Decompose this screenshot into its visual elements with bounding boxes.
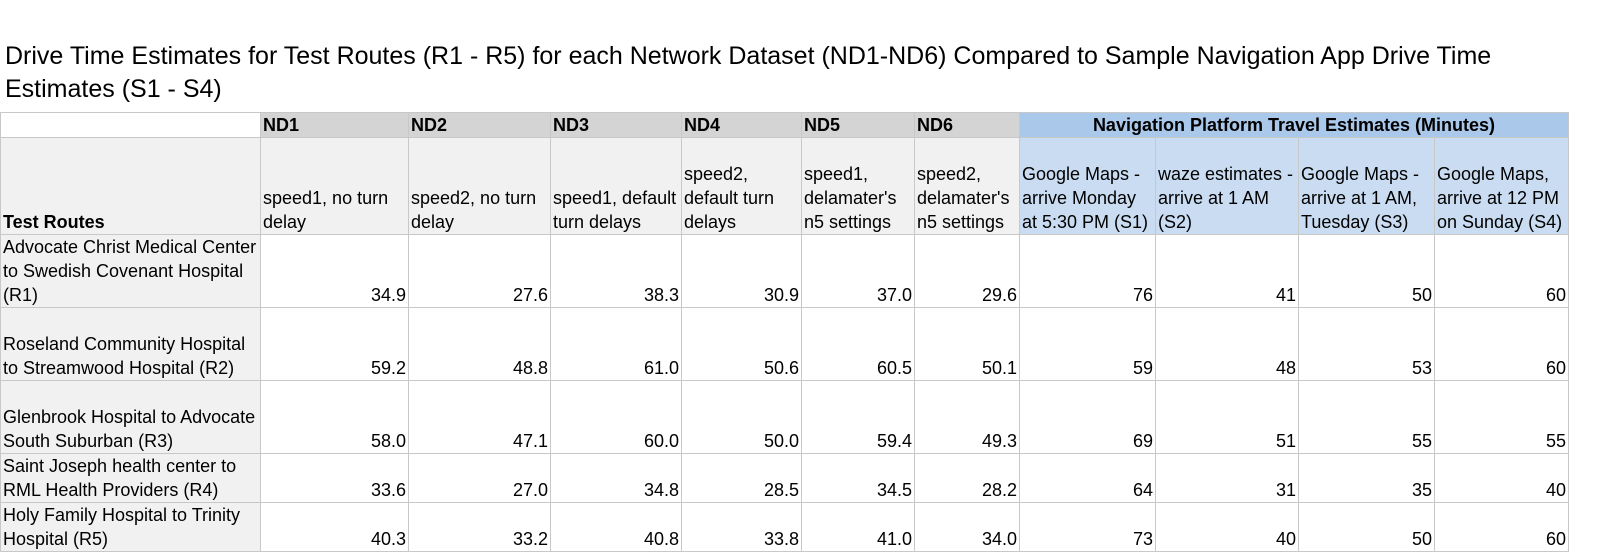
table-row: Roseland Community Hospital to Streamwoo… — [0, 307, 1569, 381]
value-cell[interactable]: 34.8 — [550, 453, 682, 503]
value-cell[interactable]: 59 — [1019, 307, 1156, 381]
value-cell[interactable]: 73 — [1019, 502, 1156, 552]
value-cell[interactable]: 76 — [1019, 234, 1156, 308]
nd-description-cell[interactable]: speed2, default turn delays — [681, 137, 802, 235]
value-cell[interactable]: 50.6 — [681, 307, 802, 381]
value-cell[interactable]: 69 — [1019, 380, 1156, 454]
value-cell[interactable]: 50.0 — [681, 380, 802, 454]
table-row: Holy Family Hospital to Trinity Hospital… — [0, 502, 1569, 552]
value-cell[interactable]: 41.0 — [801, 502, 915, 552]
value-cell[interactable]: 40.8 — [550, 502, 682, 552]
nav-description-cell[interactable]: Google Maps - arrive Monday at 5:30 PM (… — [1019, 137, 1156, 235]
value-cell[interactable]: 58.0 — [260, 380, 409, 454]
nd-description-cell[interactable]: speed2, no turn delay — [408, 137, 551, 235]
value-cell[interactable]: 27.6 — [408, 234, 551, 308]
value-cell[interactable]: 60 — [1434, 307, 1569, 381]
table-row: Advocate Christ Medical Center to Swedis… — [0, 234, 1569, 308]
nav-description-cell[interactable]: Google Maps, arrive at 12 PM on Sunday (… — [1434, 137, 1569, 235]
test-routes-header[interactable]: Test Routes — [0, 137, 261, 235]
value-cell[interactable]: 51 — [1155, 380, 1299, 454]
nd-header-cell[interactable]: ND6 — [914, 112, 1020, 138]
value-cell[interactable]: 61.0 — [550, 307, 682, 381]
nd-header-cell[interactable]: ND2 — [408, 112, 551, 138]
nav-group-header[interactable]: Navigation Platform Travel Estimates (Mi… — [1019, 112, 1569, 138]
nd-description-cell[interactable]: speed1, no turn delay — [260, 137, 409, 235]
value-cell[interactable]: 50 — [1298, 234, 1435, 308]
value-cell[interactable]: 40 — [1434, 453, 1569, 503]
nav-description-cell[interactable]: waze estimates - arrive at 1 AM (S2) — [1155, 137, 1299, 235]
drive-time-table: ND1 ND2 ND3 ND4 ND5 ND6 Navigation Platf… — [0, 112, 1569, 552]
value-cell[interactable]: 55 — [1434, 380, 1569, 454]
value-cell[interactable]: 34.9 — [260, 234, 409, 308]
value-cell[interactable]: 33.8 — [681, 502, 802, 552]
nd-header-cell[interactable]: ND5 — [801, 112, 915, 138]
value-cell[interactable]: 30.9 — [681, 234, 802, 308]
nd-header-cell[interactable]: ND4 — [681, 112, 802, 138]
route-cell[interactable]: Holy Family Hospital to Trinity Hospital… — [0, 502, 261, 552]
value-cell[interactable]: 34.0 — [914, 502, 1020, 552]
value-cell[interactable]: 28.5 — [681, 453, 802, 503]
nd-header-cell[interactable]: ND1 — [260, 112, 409, 138]
table-row: Glenbrook Hospital to Advocate South Sub… — [0, 380, 1569, 454]
nd-header-cell[interactable]: ND3 — [550, 112, 682, 138]
route-cell[interactable]: Glenbrook Hospital to Advocate South Sub… — [0, 380, 261, 454]
value-cell[interactable]: 64 — [1019, 453, 1156, 503]
header-row-descriptions: Test Routes speed1, no turn delay speed2… — [0, 137, 1569, 235]
table-body: Advocate Christ Medical Center to Swedis… — [0, 234, 1569, 552]
value-cell[interactable]: 37.0 — [801, 234, 915, 308]
value-cell[interactable]: 27.0 — [408, 453, 551, 503]
nav-description-cell[interactable]: Google Maps - arrive at 1 AM, Tuesday (S… — [1298, 137, 1435, 235]
value-cell[interactable]: 33.6 — [260, 453, 409, 503]
value-cell[interactable]: 28.2 — [914, 453, 1020, 503]
value-cell[interactable]: 34.5 — [801, 453, 915, 503]
route-cell[interactable]: Saint Joseph health center to RML Health… — [0, 453, 261, 503]
value-cell[interactable]: 48.8 — [408, 307, 551, 381]
value-cell[interactable]: 31 — [1155, 453, 1299, 503]
value-cell[interactable]: 50.1 — [914, 307, 1020, 381]
route-cell[interactable]: Advocate Christ Medical Center to Swedis… — [0, 234, 261, 308]
value-cell[interactable]: 49.3 — [914, 380, 1020, 454]
value-cell[interactable]: 60 — [1434, 234, 1569, 308]
value-cell[interactable]: 60 — [1434, 502, 1569, 552]
value-cell[interactable]: 47.1 — [408, 380, 551, 454]
value-cell[interactable]: 29.6 — [914, 234, 1020, 308]
value-cell[interactable]: 38.3 — [550, 234, 682, 308]
value-cell[interactable]: 40 — [1155, 502, 1299, 552]
value-cell[interactable]: 60.5 — [801, 307, 915, 381]
value-cell[interactable]: 59.2 — [260, 307, 409, 381]
value-cell[interactable]: 55 — [1298, 380, 1435, 454]
value-cell[interactable]: 40.3 — [260, 502, 409, 552]
value-cell[interactable]: 35 — [1298, 453, 1435, 503]
nd-description-cell[interactable]: speed1, delamater's n5 settings — [801, 137, 915, 235]
value-cell[interactable]: 41 — [1155, 234, 1299, 308]
nd-description-cell[interactable]: speed1, default turn delays — [550, 137, 682, 235]
corner-cell[interactable] — [0, 112, 261, 138]
value-cell[interactable]: 33.2 — [408, 502, 551, 552]
table-row: Saint Joseph health center to RML Health… — [0, 453, 1569, 503]
value-cell[interactable]: 50 — [1298, 502, 1435, 552]
sheet-title: Drive Time Estimates for Test Routes (R1… — [5, 42, 1492, 103]
value-cell[interactable]: 48 — [1155, 307, 1299, 381]
route-cell[interactable]: Roseland Community Hospital to Streamwoo… — [0, 307, 261, 381]
value-cell[interactable]: 53 — [1298, 307, 1435, 381]
value-cell[interactable]: 59.4 — [801, 380, 915, 454]
nd-description-cell[interactable]: speed2, delamater's n5 settings — [914, 137, 1020, 235]
header-row-names: ND1 ND2 ND3 ND4 ND5 ND6 Navigation Platf… — [0, 112, 1569, 138]
value-cell[interactable]: 60.0 — [550, 380, 682, 454]
